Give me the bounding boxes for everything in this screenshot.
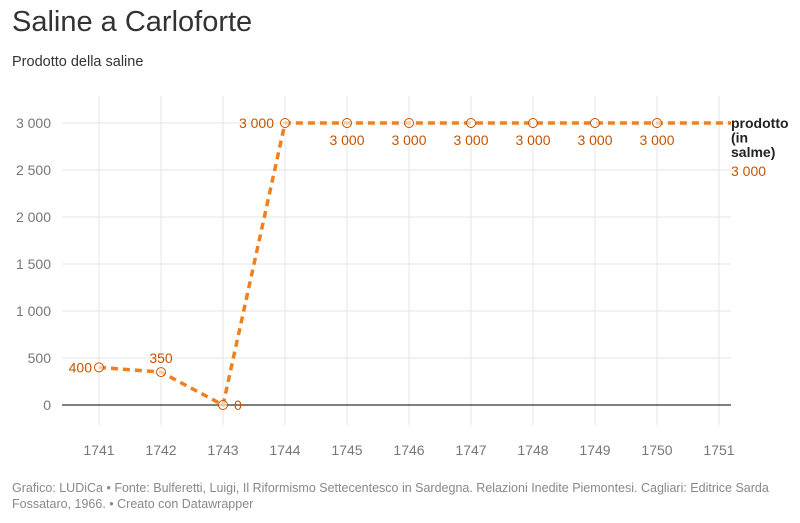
data-point (156, 367, 166, 378)
y-tick-label: 2 000 (16, 209, 51, 225)
x-tick-label: 1744 (269, 442, 300, 458)
y-tick-label: 500 (28, 350, 52, 366)
data-point (342, 118, 352, 128)
data-label: 3 000 (639, 132, 674, 148)
x-tick-label: 1743 (207, 442, 238, 458)
data-label: 3 000 (391, 132, 426, 148)
data-point (280, 118, 290, 128)
x-tick-label: 1745 (331, 442, 362, 458)
x-tick-label: 1749 (579, 442, 610, 458)
series-end-value: 3 000 (731, 163, 766, 179)
data-label: 3 000 (577, 132, 612, 148)
series-name-label: (in (731, 130, 748, 146)
x-tick-label: 1746 (393, 442, 424, 458)
series-layer (94, 118, 731, 410)
series-line (98, 121, 731, 408)
data-label: 3 000 (515, 132, 550, 148)
data-point (652, 118, 662, 128)
series-name-label: prodotto (731, 115, 789, 131)
x-tick-label: 1741 (83, 442, 114, 458)
data-label: 400 (69, 359, 93, 375)
data-label: 0 (234, 397, 242, 413)
chart-footer: Grafico: LUDiCa • Fonte: Bulferetti, Lui… (12, 481, 769, 511)
y-tick-label: 0 (43, 397, 51, 413)
series-name-label: salme) (731, 144, 775, 160)
data-point (404, 118, 414, 128)
x-tick-label: 1751 (703, 442, 734, 458)
data-point (528, 118, 538, 128)
y-tick-label: 3 000 (16, 115, 51, 131)
chart-title: Saline a Carloforte (12, 6, 253, 38)
data-label: 350 (149, 350, 173, 366)
data-label: 3 000 (453, 132, 488, 148)
data-point (218, 400, 228, 410)
y-tick-label: 1 500 (16, 256, 51, 272)
chart-subtitle: Prodotto della saline (12, 54, 144, 70)
x-tick-label: 1750 (641, 442, 672, 458)
data-point (590, 118, 600, 128)
data-point (94, 362, 104, 373)
x-tick-label: 1748 (517, 442, 548, 458)
label-layer: 400 350 0 3 000 3 000 3 000 3 000 3 000 3 000 3 0… (69, 115, 789, 413)
data-point (466, 118, 476, 128)
y-tick-label: 2 500 (16, 162, 51, 178)
y-tick-label: 1 000 (16, 303, 51, 319)
data-label: 3 000 (239, 115, 274, 131)
x-tick-label: 1747 (455, 442, 486, 458)
data-label: 3 000 (329, 132, 364, 148)
x-tick-label: 1742 (145, 442, 176, 458)
axis-layer: 0 500 1 000 1 500 2 000 2 500 3 000 1741 1742 174… (16, 115, 735, 458)
